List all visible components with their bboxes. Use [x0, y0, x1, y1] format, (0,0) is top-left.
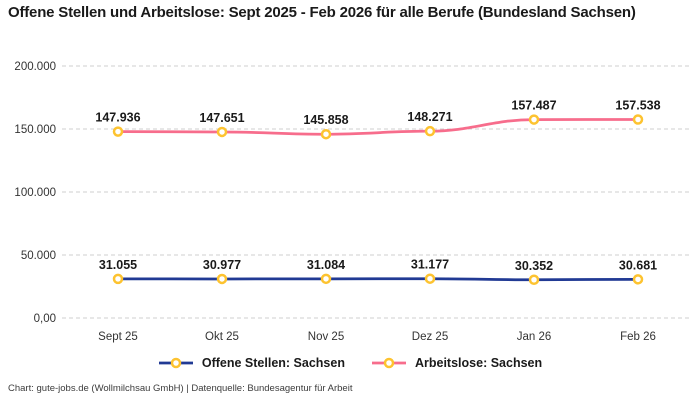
x-tick-label: Okt 25: [205, 331, 239, 343]
data-point-label: 148.271: [407, 110, 452, 124]
data-point-label: 31.055: [99, 258, 137, 272]
data-point-marker: [320, 273, 332, 285]
legend-label-arbeitslose: Arbeitslose: Sachsen: [414, 356, 543, 370]
data-point-marker: [216, 126, 228, 138]
data-point-label: 31.084: [307, 258, 345, 272]
data-point-label: 157.487: [511, 99, 556, 113]
data-point-label: 145.858: [303, 113, 348, 127]
data-point-marker: [632, 114, 644, 125]
y-tick-label: 0,00: [34, 313, 56, 325]
data-point-marker: [320, 128, 332, 140]
y-tick-label: 50.000: [21, 250, 56, 262]
data-point-label: 30.977: [203, 258, 241, 272]
data-point-label: 30.352: [515, 259, 553, 273]
y-tick-label: 200.000: [14, 61, 56, 73]
data-point-marker: [216, 273, 228, 285]
x-tick-label: Dez 25: [412, 331, 448, 343]
series-offene-stellen: 31.055 30.977 31.084 31.177 30.352 30.681: [99, 258, 657, 286]
data-point-marker: [112, 273, 124, 285]
legend: Offene Stellen: Sachsen Arbeitslose: Sac…: [0, 356, 700, 370]
x-tick-label: Sept 25: [98, 331, 138, 343]
data-point-label: 147.936: [95, 111, 140, 125]
attribution-text: Chart: gute-jobs.de (Wollmilchsau GmbH) …: [8, 383, 353, 394]
y-tick-label: 100.000: [14, 187, 56, 199]
data-point-marker: [112, 126, 124, 137]
data-point-marker: [632, 274, 644, 285]
chart-title: Offene Stellen und Arbeitslose: Sept 202…: [8, 4, 636, 21]
x-tick-label: Feb 26: [620, 331, 656, 343]
data-point-marker: [528, 114, 540, 125]
x-tick-label: Nov 25: [308, 331, 344, 343]
series-arbeitslose: 147.936 147.651 145.858 148.271 157.487 157.5…: [95, 99, 661, 140]
data-point-marker: [528, 274, 540, 286]
data-point-marker: [424, 273, 436, 284]
line-marker-icon: [371, 357, 406, 369]
line-marker-icon: [158, 357, 193, 369]
chart-canvas: 0,00 50.000 100.000 150.000 200.000 Sept 25 Ok…: [14, 61, 690, 343]
legend-item-offene-stellen[interactable]: Offene Stellen: Sachsen: [158, 356, 345, 370]
data-point-label: 147.651: [199, 111, 244, 125]
x-axis-tick-labels: Sept 25 Okt 25 Nov 25 Dez 25 Jan 26 Feb 26: [98, 331, 656, 343]
data-point-marker: [424, 125, 436, 137]
data-point-label: 157.538: [615, 99, 660, 113]
y-tick-label: 150.000: [14, 124, 56, 136]
legend-item-arbeitslose[interactable]: Arbeitslose: Sachsen: [371, 356, 542, 370]
x-tick-label: Jan 26: [517, 331, 552, 343]
data-point-label: 31.177: [411, 258, 449, 272]
y-axis-tick-labels: 0,00 50.000 100.000 150.000 200.000: [14, 61, 56, 325]
legend-label-offene-stellen: Offene Stellen: Sachsen: [201, 356, 345, 370]
data-point-label: 30.681: [619, 258, 657, 272]
